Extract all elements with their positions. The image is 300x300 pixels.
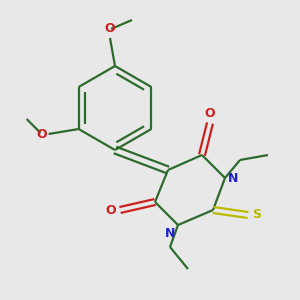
Text: S: S (252, 208, 261, 221)
Text: N: N (228, 172, 238, 184)
Text: O: O (105, 203, 116, 217)
Text: O: O (205, 107, 215, 120)
Text: N: N (165, 227, 175, 240)
Text: O: O (36, 128, 46, 140)
Text: O: O (105, 22, 115, 35)
